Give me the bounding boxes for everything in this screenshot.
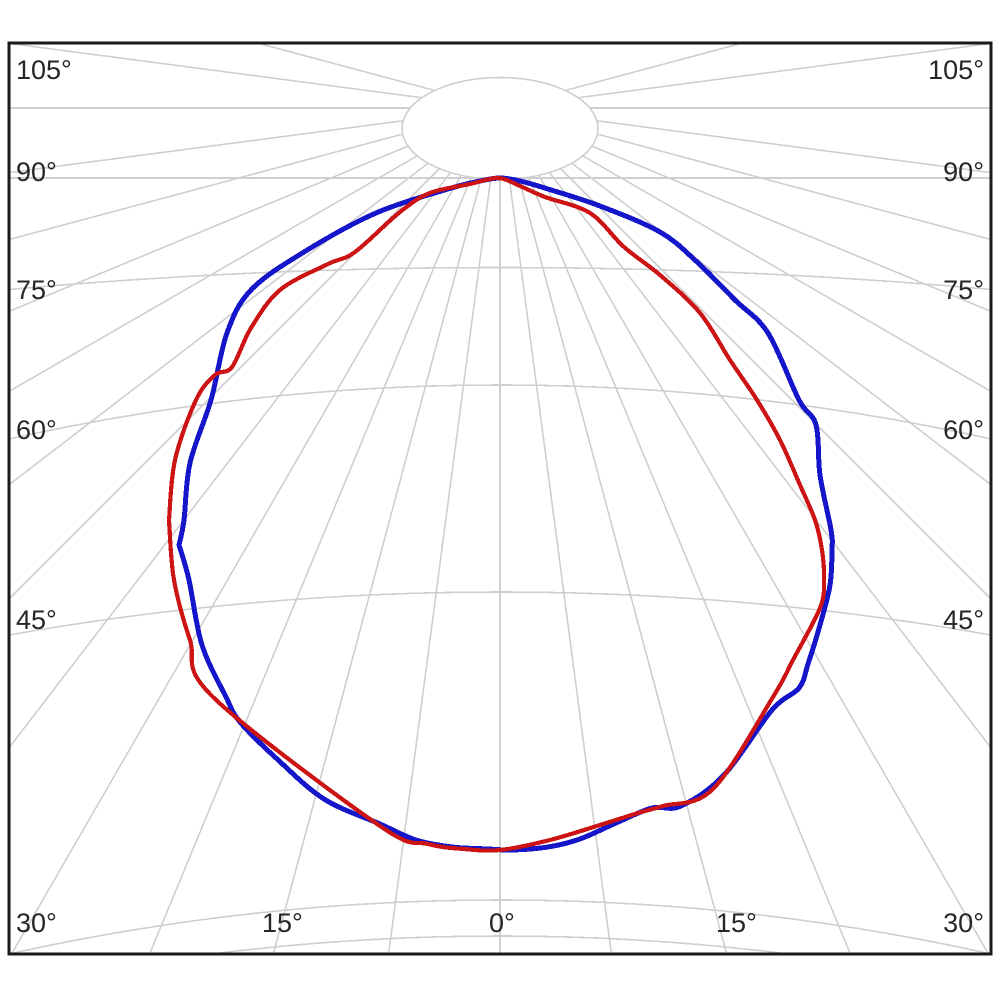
svg-text:15°: 15° — [262, 908, 303, 938]
svg-text:60°: 60° — [943, 415, 984, 445]
svg-text:60°: 60° — [16, 415, 57, 445]
svg-text:75°: 75° — [943, 275, 984, 305]
svg-text:75°: 75° — [16, 275, 57, 305]
svg-text:30°: 30° — [16, 908, 57, 938]
svg-text:30°: 30° — [943, 908, 984, 938]
svg-text:0°: 0° — [489, 908, 515, 938]
svg-text:90°: 90° — [943, 157, 984, 187]
svg-text:90°: 90° — [16, 157, 57, 187]
svg-text:105°: 105° — [16, 55, 72, 85]
svg-text:105°: 105° — [928, 55, 984, 85]
svg-text:45°: 45° — [16, 605, 57, 635]
svg-text:45°: 45° — [943, 605, 984, 635]
svg-text:15°: 15° — [716, 908, 757, 938]
